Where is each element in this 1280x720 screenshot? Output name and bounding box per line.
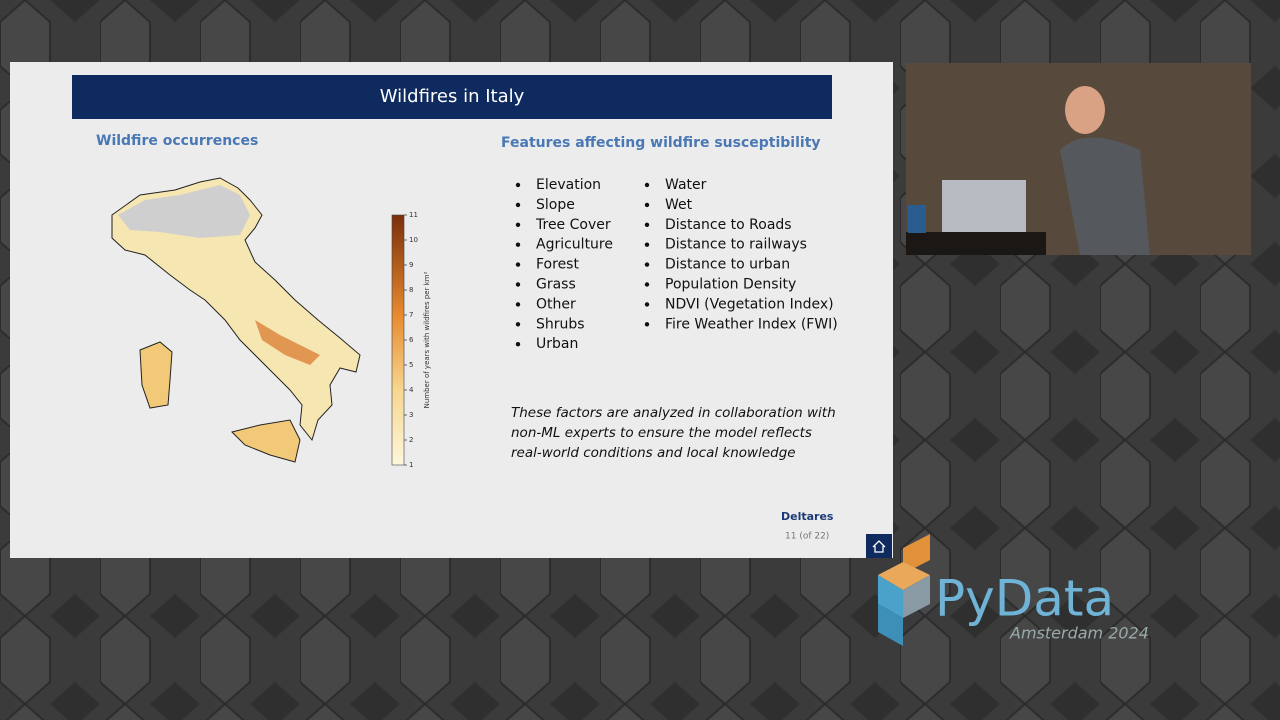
- map: [111, 177, 361, 463]
- bullet: [515, 302, 521, 307]
- bullet: [644, 222, 650, 227]
- colorbar-tick-label: 4: [409, 386, 414, 394]
- feature-item: Population Density: [665, 277, 796, 293]
- bullet: [515, 182, 521, 188]
- feature-item: Elevation: [536, 177, 601, 193]
- note-line: real-world conditions and local knowledg…: [511, 445, 796, 461]
- bullet: [515, 342, 521, 347]
- right-heading: Features affecting wildfire susceptibili…: [501, 135, 821, 151]
- feature-item: Agriculture: [536, 237, 613, 253]
- bullet: [515, 222, 521, 227]
- feature-item: Other: [536, 296, 576, 312]
- feature-item: Urban: [536, 336, 578, 352]
- bullet: [644, 322, 650, 327]
- bullet: [515, 322, 521, 327]
- colorbar-label: Number of years with wildfires per km²: [423, 271, 431, 408]
- bullet: [644, 202, 650, 208]
- colorbar-tick-label: 11: [409, 211, 418, 219]
- colorbar-tick-label: 5: [409, 361, 413, 369]
- feature-item: NDVI (Vegetation Index): [665, 296, 834, 312]
- home-button[interactable]: [866, 534, 892, 558]
- title-bar: [72, 75, 832, 119]
- bullet: [515, 202, 521, 208]
- feature-item: Forest: [536, 257, 579, 273]
- feature-item: Distance to urban: [665, 257, 790, 273]
- bullet: [644, 302, 650, 307]
- bullet: [644, 282, 650, 287]
- bullet: [515, 242, 521, 247]
- note: These factors are analyzed in collaborat…: [511, 405, 836, 461]
- pydata-logo: [878, 534, 930, 646]
- feature-item: Slope: [536, 197, 575, 213]
- colorbar-tick-label: 8: [409, 286, 413, 294]
- colorbar: [391, 214, 405, 466]
- event-subtitle: Amsterdam 2024: [1009, 624, 1149, 643]
- slide: [10, 62, 893, 558]
- colorbar-tick-label: 6: [409, 336, 414, 344]
- feature-item: Distance to railways: [665, 237, 807, 253]
- bullet: [644, 242, 650, 247]
- colorbar-ticks: 1 2 3 4 5 6 7 8 9 10 11: [404, 211, 418, 469]
- bullet: [644, 182, 650, 188]
- bullet: [515, 262, 521, 267]
- colorbar-tick-label: 7: [409, 311, 413, 319]
- feature-item: Fire Weather Index (FWI): [665, 316, 838, 332]
- feature-item: Wet: [665, 197, 693, 213]
- colorbar-tick-label: 3: [409, 411, 413, 419]
- page-number: 11 (of 22): [785, 532, 829, 542]
- slide-title: Wildfires in Italy: [380, 86, 525, 107]
- note-line: These factors are analyzed in collaborat…: [511, 405, 836, 421]
- colorbar-tick-label: 1: [409, 461, 413, 469]
- brand: Deltares: [781, 510, 834, 523]
- colorbar-tick-label: 9: [409, 261, 413, 269]
- feature-item: Grass: [536, 277, 576, 293]
- note-line: non-ML experts to ensure the model refle…: [511, 425, 812, 441]
- feature-item: Tree Cover: [535, 217, 611, 233]
- feature-item: Shrubs: [536, 316, 585, 332]
- bullet: [515, 282, 521, 287]
- feature-lists: Elevation Slope Tree Cover Agriculture Fores…: [515, 177, 838, 352]
- speaker-video: [906, 63, 1251, 255]
- colorbar-tick-label: 10: [409, 236, 418, 244]
- feature-item: Distance to Roads: [665, 217, 792, 233]
- event-name: PyData: [935, 570, 1114, 628]
- colorbar-tick-label: 2: [409, 436, 413, 444]
- feature-item: Water: [665, 177, 707, 193]
- left-heading: Wildfire occurrences: [96, 133, 258, 149]
- bullet: [644, 262, 650, 267]
